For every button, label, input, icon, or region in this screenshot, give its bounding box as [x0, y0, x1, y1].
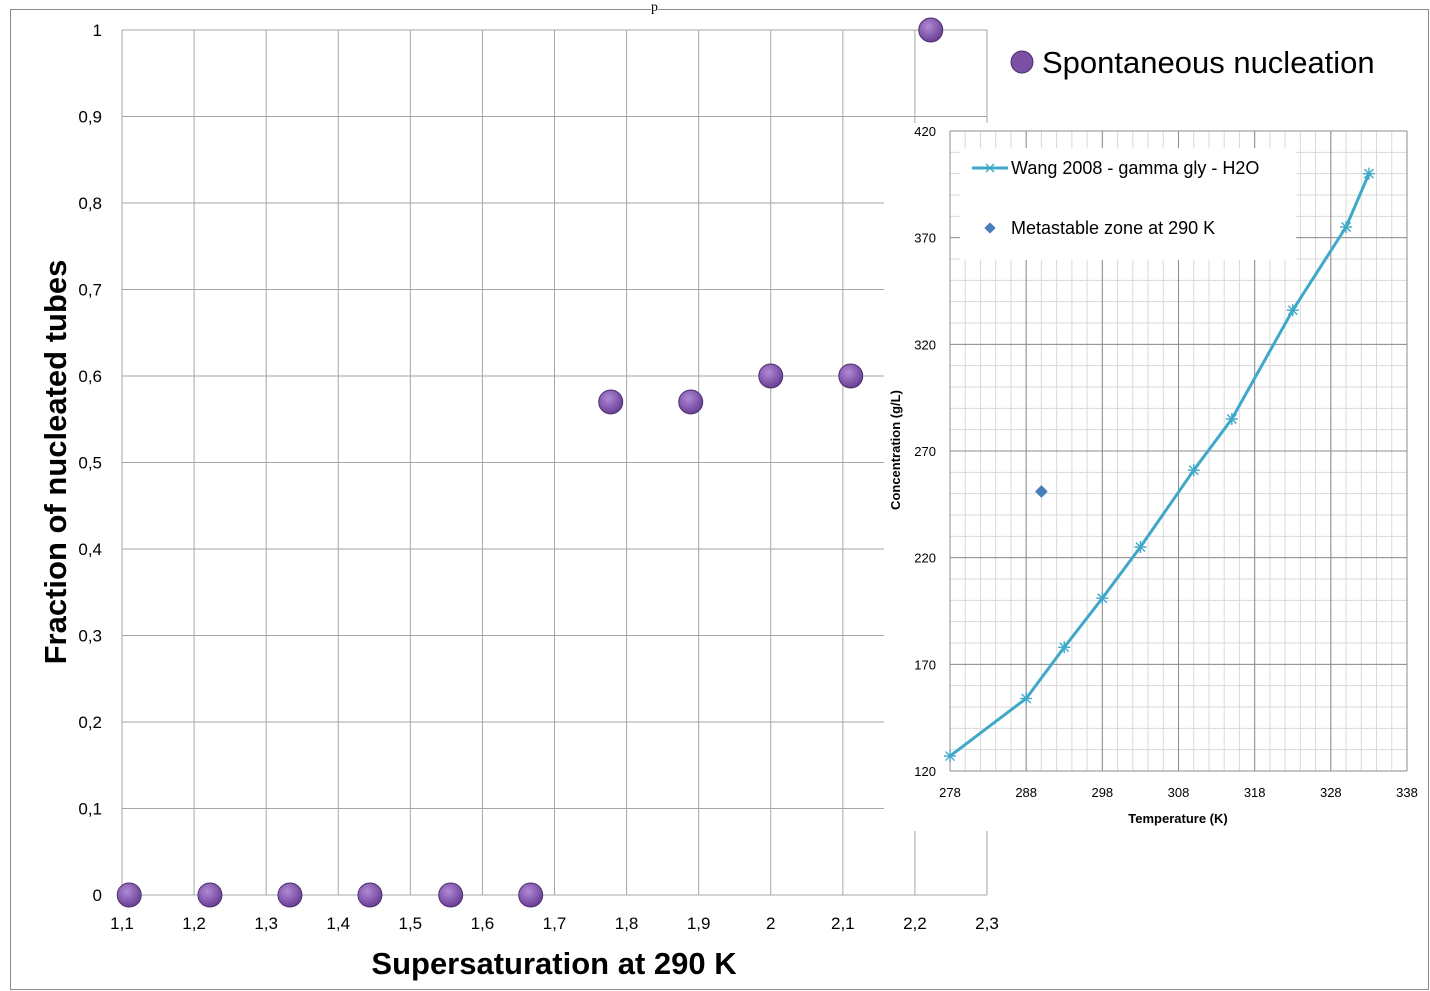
inset-x-axis-label: Temperature (K): [1128, 811, 1227, 826]
solubility-point: [1134, 541, 1147, 553]
main-x-tick-label: 1,7: [543, 914, 567, 933]
main-x-tick-label: 1,1: [110, 914, 134, 933]
main-y-tick-label: 0,4: [78, 540, 102, 559]
solubility-point: [1362, 167, 1375, 180]
main-x-tick-label: 1,5: [399, 914, 423, 933]
main-data-points: [116, 17, 944, 908]
legend-label-spontaneous: Spontaneous nucleation: [1042, 45, 1375, 80]
inset-legend-label-metastable: Metastable zone at 290 K: [1011, 218, 1215, 238]
main-y-tick-label: 0,8: [78, 194, 102, 213]
main-x-tick-label: 2,1: [831, 914, 855, 933]
inset-y-tick-label: 320: [914, 337, 936, 352]
inset-legend-diamond-marker: [984, 222, 996, 234]
scatter-point: [277, 882, 303, 908]
main-y-tick-label: 0,1: [78, 800, 102, 819]
main-x-tick-label: 1,9: [687, 914, 711, 933]
main-x-tick-label: 1,3: [254, 914, 278, 933]
main-y-tick-label: 0,2: [78, 713, 102, 732]
inset-y-tick-label: 220: [914, 551, 936, 566]
main-x-axis-label: Supersaturation at 290 K: [371, 946, 737, 981]
inset-legend-star-marker: [985, 163, 995, 173]
main-x-tick-label: 1,4: [326, 914, 350, 933]
scatter-point: [438, 882, 464, 908]
inset-y-tick-label: 420: [914, 124, 936, 139]
solubility-point: [1187, 464, 1200, 477]
top-cut-text: p: [651, 0, 658, 16]
inset-legend-box: [960, 148, 1296, 260]
main-y-tick-label: 1: [93, 21, 102, 40]
inset-x-tick-label: 318: [1244, 785, 1266, 800]
inset-series: [944, 167, 1375, 763]
inset-tick-labels: 278 288 298 308 318 328 338 120 170 220 270 320 370 4…: [914, 124, 1418, 800]
solubility-point: [1096, 592, 1109, 605]
solubility-point: [1020, 692, 1033, 705]
main-x-tick-label: 1,8: [615, 914, 639, 933]
scatter-point: [518, 882, 544, 908]
scatter-point: [838, 363, 864, 389]
solubility-point: [1225, 413, 1238, 425]
inset-x-tick-label: 288: [1015, 785, 1037, 800]
scatter-point: [758, 363, 784, 389]
inset-x-tick-label: 278: [939, 785, 961, 800]
main-x-tick-label: 2,2: [903, 914, 927, 933]
scatter-point: [357, 882, 383, 908]
main-grid: [121, 29, 988, 896]
solubility-point: [1286, 304, 1299, 317]
inset-legend-label-wang: Wang 2008 - gamma gly - H2O: [1011, 158, 1259, 178]
solubility-point: [944, 750, 956, 763]
main-x-tick-label: 1,6: [471, 914, 495, 933]
main-x-tick-label: 2: [766, 914, 775, 933]
main-y-tick-label: 0,5: [78, 454, 102, 473]
inset-y-tick-label: 270: [914, 444, 936, 459]
main-legend: Spontaneous nucleation: [1010, 45, 1375, 80]
inset-y-tick-label: 370: [914, 231, 936, 246]
main-y-axis-label: Fraction of nucleated tubes: [38, 260, 73, 665]
main-x-tick-label: 1,2: [182, 914, 206, 933]
inset-y-tick-label: 120: [914, 764, 936, 779]
solubility-point: [1058, 641, 1071, 654]
main-y-tick-label: 0,9: [78, 108, 102, 127]
scatter-point: [598, 389, 624, 415]
main-x-tick-label: 2,3: [975, 914, 999, 933]
main-y-tick-label: 0,3: [78, 627, 102, 646]
main-y-tick-label: 0: [93, 886, 102, 905]
inset-x-tick-label: 298: [1091, 785, 1113, 800]
inset-legend: Wang 2008 - gamma gly - H2O Metastable z…: [960, 148, 1296, 260]
solubility-point: [1340, 221, 1353, 233]
main-y-tick-label: 0,6: [78, 367, 102, 386]
scatter-point: [918, 17, 944, 43]
inset-y-axis-label: Concentration (g/L): [888, 390, 903, 510]
main-y-tick-label: 0,7: [78, 281, 102, 300]
legend-marker-spontaneous: [1010, 50, 1034, 74]
inset-x-tick-label: 338: [1396, 785, 1418, 800]
inset-y-tick-label: 170: [914, 657, 936, 672]
solubility-line: [949, 173, 1371, 758]
scatter-point: [197, 882, 223, 908]
inset-x-tick-label: 328: [1320, 785, 1342, 800]
main-tick-labels: 1,1 1,2 1,3 1,4 1,5 1,6 1,7 1,8 1,9 2 2,1 2,2 2,3 0 0,…: [78, 21, 998, 933]
scatter-point: [116, 882, 142, 908]
inset-x-tick-label: 308: [1168, 785, 1190, 800]
scatter-point: [678, 389, 704, 415]
inset-chart: 278 288 298 308 318 328 338 120 170 220 270 320 370 4…: [884, 123, 1418, 831]
